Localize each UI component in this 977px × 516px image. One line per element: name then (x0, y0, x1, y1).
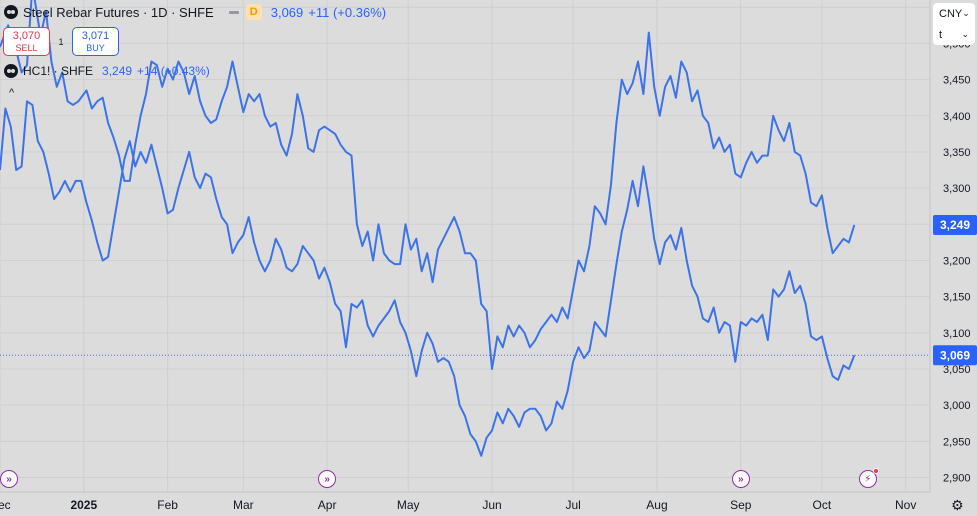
market-closed-icon[interactable] (227, 7, 241, 17)
price-tag-bg (933, 215, 977, 236)
y-tick-label: 3,000 (943, 400, 971, 412)
symbol-title[interactable]: Steel Rebar Futures · 1D · SHFE (23, 4, 214, 20)
time-axis-labels: Dec 2025 Feb Mar Apr May Jun Jul Aug Sep Oct Nov (0, 498, 916, 512)
compare-symbol[interactable]: HC1! · SHFE (23, 64, 94, 78)
x-tick-label: Jun (482, 498, 501, 512)
y-tick-label: 3,350 (943, 147, 971, 159)
x-tick-label: Mar (233, 498, 254, 512)
series-layer (0, 0, 856, 457)
x-tick-label: 2025 (70, 498, 97, 512)
y-tick-label: 3,150 (943, 292, 971, 304)
x-tick-label: Apr (318, 498, 337, 512)
y-tick-label: 3,100 (943, 328, 971, 340)
y-tick-label: 3,200 (943, 255, 971, 267)
x-tick-label: Sep (730, 498, 752, 512)
compare-change: +14 (+0.43%) (137, 64, 210, 78)
y-tick-label: 2,900 (943, 473, 971, 485)
series-line-1 (0, 0, 856, 370)
x-tick-label: Dec (0, 498, 11, 512)
dividend-event-icon[interactable]: » (318, 470, 337, 488)
y-tick-label: 3,300 (943, 183, 971, 195)
currency-unit-selector[interactable]: CNY ⌄ t ⌄ (933, 3, 975, 45)
buy-label: BUY (86, 42, 105, 53)
x-tick-label: Feb (157, 498, 178, 512)
price-axis[interactable] (929, 0, 977, 516)
compare-legend: HC1! · SHFE 3,249 +14 (+0.43%) (4, 64, 210, 78)
main-last-price: 3,069 (270, 4, 304, 20)
dividend-event-icon[interactable]: » (731, 470, 750, 488)
x-tick-label: Jul (565, 498, 580, 512)
main-change: +11 (+0.36%) (308, 4, 387, 20)
unit-dropdown[interactable]: t ⌄ (933, 24, 975, 45)
grid-lines (0, 0, 930, 492)
currency-dropdown[interactable]: CNY ⌄ (933, 3, 975, 24)
hc-symbol-icon[interactable] (4, 64, 18, 78)
time-axis[interactable] (0, 491, 930, 516)
x-tick-label: Oct (813, 498, 832, 512)
sell-price: 3,070 (12, 29, 41, 42)
buy-price: 3,071 (81, 29, 110, 42)
series-line-2 (0, 100, 856, 457)
notification-dot (872, 468, 879, 474)
x-tick-label: Aug (646, 498, 667, 512)
dividend-event-icon[interactable]: » (0, 470, 18, 488)
x-tick-label: May (397, 498, 420, 512)
sell-label: SELL (15, 42, 38, 53)
price-tags: 3,249 3,069 (933, 215, 977, 366)
trade-panel: 3,070 SELL 1 3,071 BUY (3, 27, 119, 56)
compare-last-price: 3,249 (102, 64, 133, 78)
buy-button[interactable]: 3,071 BUY (72, 27, 119, 56)
y-tick-label: 3,450 (943, 75, 971, 87)
chevron-down-icon: ⌄ (962, 8, 970, 18)
price-tag-label: 3,249 (940, 218, 970, 232)
unit-code: t (939, 28, 943, 41)
currency-code: CNY (939, 7, 963, 20)
y-tick-label: 3,050 (943, 364, 971, 376)
gear-icon[interactable]: ⚙ (951, 497, 964, 513)
y-tick-label: 3,400 (943, 111, 971, 123)
spread-value: 1 (58, 36, 64, 47)
sell-button[interactable]: 3,070 SELL (3, 27, 50, 56)
main-legend: Steel Rebar Futures · 1D · SHFE D 3,069 … (4, 4, 386, 20)
rebar-symbol-icon[interactable] (4, 5, 18, 19)
chevron-down-icon: ⌄ (961, 29, 969, 39)
timeframe-badge[interactable]: D (245, 4, 262, 20)
collapse-legend-button[interactable]: ^ (9, 87, 15, 99)
price-tag-bg (933, 345, 977, 366)
price-tag-label: 3,069 (940, 348, 970, 362)
x-tick-label: Nov (895, 498, 916, 512)
y-tick-label: 2,950 (943, 436, 971, 448)
lightning-event-icon[interactable]: ⚡ (858, 468, 879, 488)
